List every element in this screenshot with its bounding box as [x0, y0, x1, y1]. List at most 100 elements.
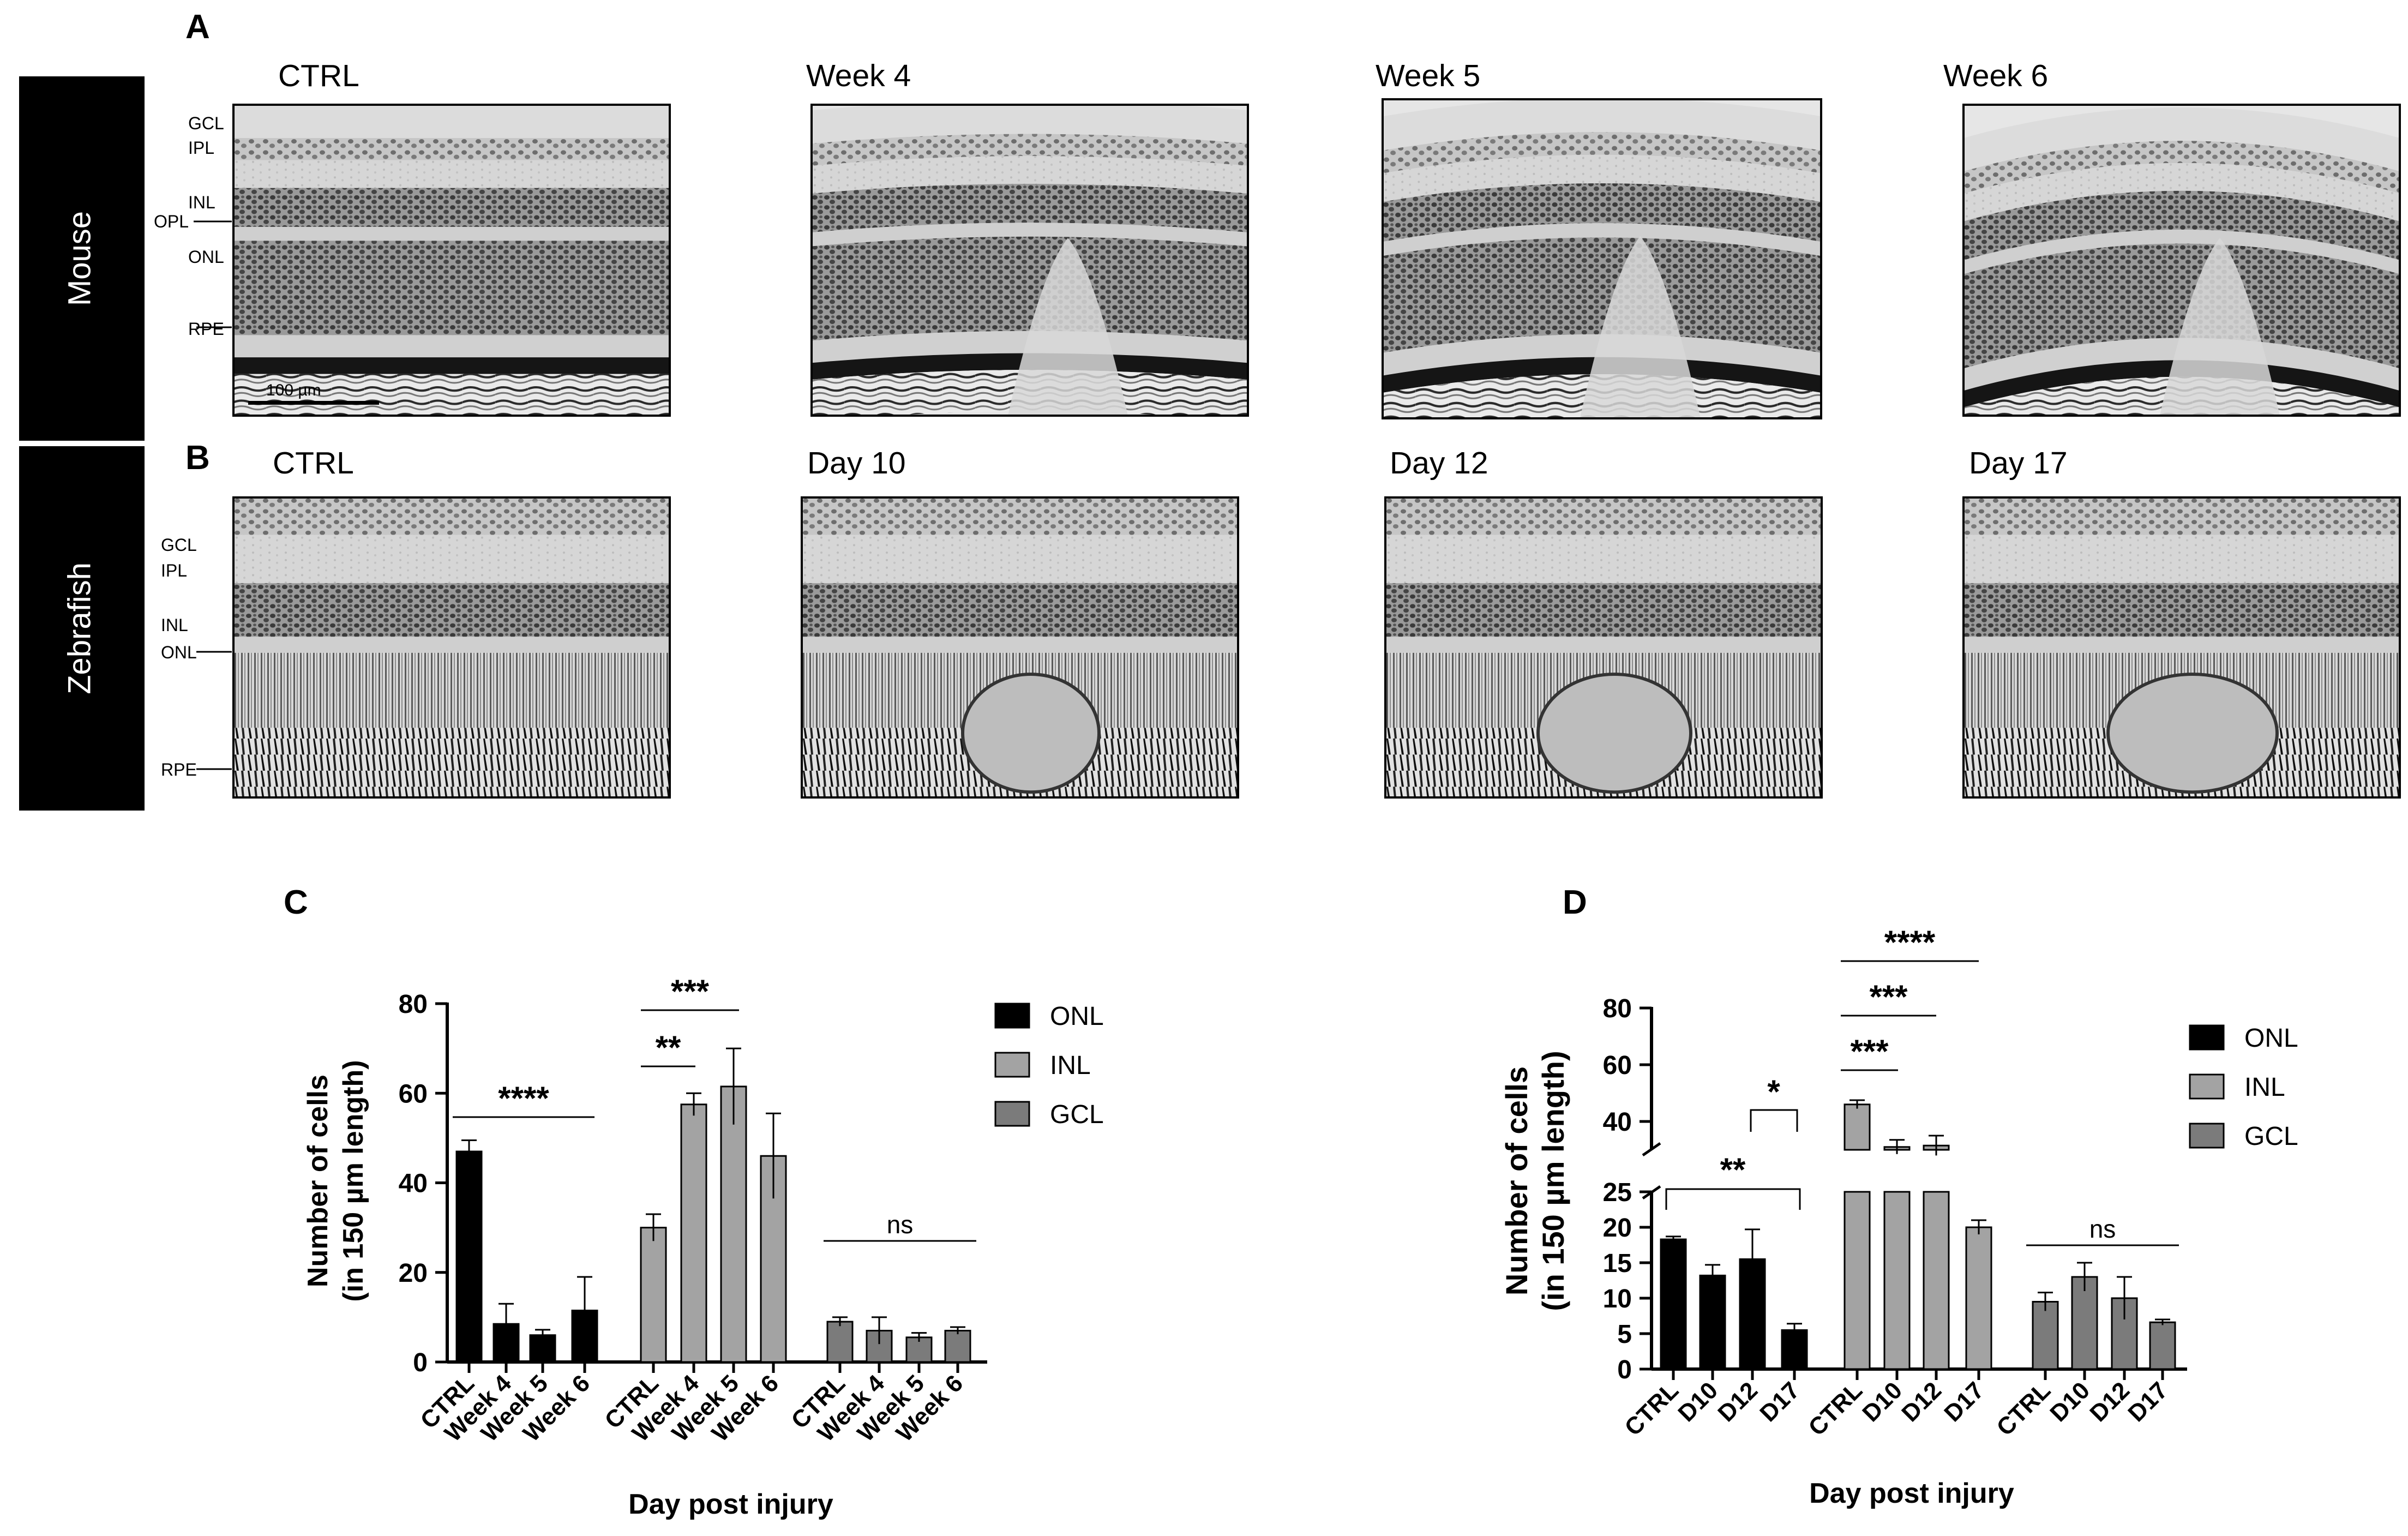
retinal-layer: [1383, 132, 1821, 173]
image-frame: [1962, 104, 2401, 417]
mouse-retina-image: [1383, 99, 1821, 418]
y-axis-label-line: Number of cells: [302, 1075, 334, 1287]
retinal-layer: [233, 188, 670, 227]
mouse-retina-image: [233, 105, 670, 416]
zebrafish-layer-label: INL: [161, 615, 188, 635]
mouse-layer-label: GCL: [188, 113, 224, 133]
retinal-layer: [812, 184, 1248, 233]
panel-d-letter: D: [1563, 884, 1587, 921]
zebrafish-retina-image: [802, 497, 1238, 797]
image-frame: [801, 496, 1239, 799]
x-axis-label: Day post injury: [1809, 1478, 2014, 1509]
image-frame: [232, 496, 671, 799]
image-frame: [1382, 98, 1822, 419]
bar: [944, 1330, 971, 1363]
bar: [2149, 1321, 2176, 1370]
significance-marker: *: [1767, 1073, 1780, 1110]
zebrafish-side-label: Zebrafish: [62, 562, 97, 694]
retinal-layer: [802, 497, 1238, 535]
panel-b-image-title: Day 12: [1390, 446, 1488, 481]
bar: [680, 1103, 707, 1363]
bar-lower-segment: [1883, 1191, 1911, 1370]
zebrafish-layer-label: IPL: [161, 561, 187, 580]
retinal-layer: [233, 637, 670, 653]
retinal-layer: [233, 728, 670, 797]
legend-label: INL: [1050, 1051, 1091, 1080]
legend-label: ONL: [2244, 1024, 2298, 1053]
legend-swatch: [994, 1003, 1030, 1029]
mouse-side-label-box: [19, 76, 145, 441]
x-tick-label: D17: [2123, 1377, 2173, 1427]
scale-bar: [248, 401, 379, 405]
retinal-layer: [1963, 360, 2400, 407]
lesion-area: [1580, 236, 1701, 418]
legend-swatch: [2189, 1024, 2225, 1051]
bar: [1699, 1274, 1726, 1370]
panel-a-letter: A: [185, 8, 210, 46]
x-tick-label: D17: [1755, 1377, 1805, 1427]
x-tick-label: D10: [2045, 1377, 2095, 1427]
significance-marker: ****: [1884, 924, 1936, 961]
y-tick-label: 60: [399, 1079, 428, 1108]
zebrafish-layer-label: ONL: [161, 643, 197, 662]
panel-c-letter: C: [284, 884, 308, 921]
mouse-layer-label: RPE: [188, 319, 224, 339]
retinal-layer: [233, 535, 670, 584]
x-tick-label: D10: [1673, 1377, 1723, 1427]
bar: [720, 1085, 747, 1363]
retinal-layer: [812, 223, 1248, 247]
y-tick-label: 20: [399, 1259, 428, 1288]
significance-bracket: [1750, 1109, 1798, 1132]
panel-a-image-title: Week 5: [1376, 58, 1480, 93]
bar: [760, 1155, 787, 1363]
retinal-layer: [1963, 637, 2400, 653]
retinal-layer: [812, 134, 1248, 166]
image-frame: [810, 104, 1249, 417]
panel-b-image-title: Day 17: [1969, 446, 2068, 481]
y-tick-label: 10: [1603, 1285, 1632, 1313]
y-tick-label: 0: [1617, 1355, 1632, 1384]
retinal-layer: [233, 160, 670, 188]
retinal-layer: [233, 226, 670, 241]
panel-a-image-title: Week 4: [806, 58, 911, 93]
retinal-layer: [1963, 583, 2400, 637]
retinal-layer: [233, 652, 670, 728]
retinal-layer: [1383, 183, 1821, 242]
significance-marker: ***: [1850, 1033, 1889, 1070]
significance-marker: ns: [2089, 1215, 2116, 1243]
significance-marker: ****: [498, 1080, 549, 1117]
retinal-layer: [1963, 338, 2400, 391]
zebrafish-retina-image: [1963, 497, 2400, 797]
y-axis-label-line: Number of cells: [1499, 1066, 1534, 1295]
mouse-retina-image: [812, 105, 1248, 416]
mouse-layer-label: ONL: [188, 247, 224, 267]
legend-label: GCL: [2244, 1122, 2298, 1151]
panel-b-letter: B: [185, 439, 210, 477]
panel-b-image-title: CTRL: [273, 446, 354, 481]
y-tick-label: 15: [1603, 1249, 1632, 1278]
significance-marker: ***: [671, 973, 710, 1010]
x-tick-label: D12: [1713, 1377, 1763, 1427]
retinal-layer: [812, 156, 1248, 194]
panel-a-image-title: CTRL: [278, 58, 359, 93]
scale-bar-label: 100 µm: [266, 381, 321, 399]
bar: [826, 1321, 854, 1363]
retinal-layer: [812, 236, 1248, 341]
x-tick-label: D12: [1896, 1377, 1947, 1427]
bar-lower-segment: [1923, 1191, 1950, 1370]
zebrafish-retina-image: [1385, 497, 1822, 797]
retinal-layer: [233, 335, 670, 358]
retinal-layer: [1963, 497, 2400, 535]
y-tick-label: 25: [1603, 1178, 1632, 1207]
lesion-area: [1008, 238, 1128, 416]
significance-marker: ***: [1869, 979, 1908, 1015]
x-tick-label: D10: [1857, 1377, 1907, 1427]
retinal-layer: [1383, 223, 1821, 256]
x-axis-label: Day post injury: [628, 1489, 833, 1520]
bar: [1965, 1226, 1992, 1370]
retinal-layer: [1383, 237, 1821, 353]
retinal-layer: [233, 138, 670, 160]
retinal-layer: [1383, 154, 1821, 202]
